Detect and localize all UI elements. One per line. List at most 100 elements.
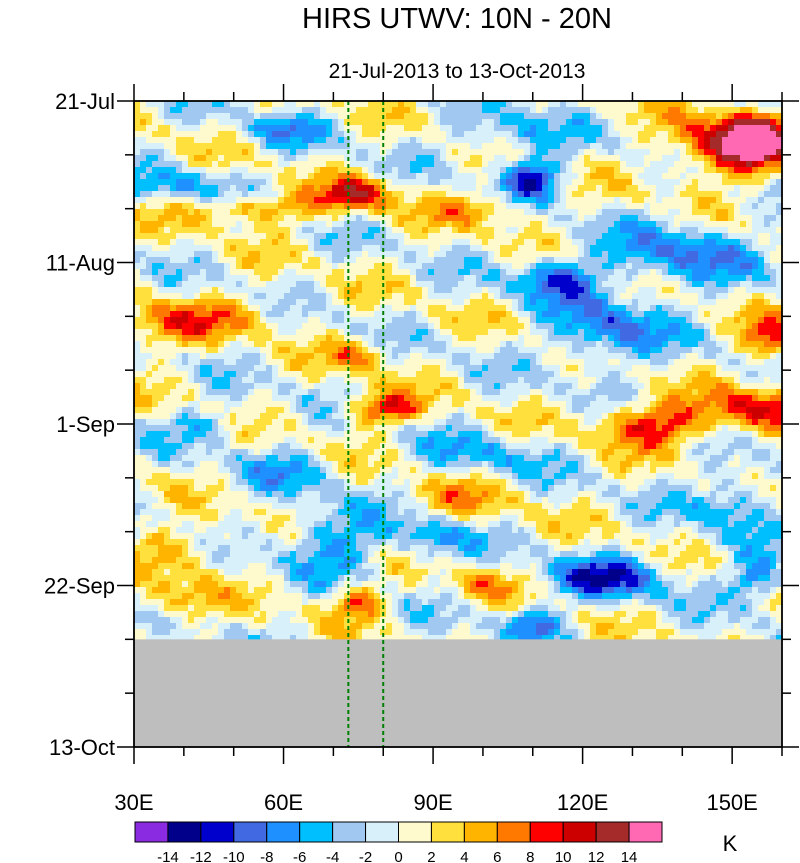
- field-cell: [386, 101, 393, 108]
- field-cell: [224, 425, 231, 432]
- field-cell: [290, 227, 297, 234]
- field-cell: [164, 371, 171, 378]
- field-cell: [272, 263, 279, 270]
- field-cell: [332, 347, 339, 354]
- field-cell: [374, 407, 381, 414]
- field-cell: [152, 581, 159, 588]
- field-cell: [146, 137, 153, 144]
- field-cell: [230, 563, 237, 570]
- field-cell: [260, 611, 267, 618]
- field-cell: [416, 557, 423, 564]
- field-cell: [392, 485, 399, 492]
- field-cell: [368, 197, 375, 204]
- field-cell: [260, 365, 267, 372]
- field-cell: [272, 203, 279, 210]
- field-cell: [260, 191, 267, 198]
- field-cell: [230, 533, 237, 540]
- field-cell: [170, 455, 177, 462]
- field-cell: [194, 269, 201, 276]
- field-cell: [386, 419, 393, 426]
- field-cell: [320, 263, 327, 270]
- field-cell: [146, 533, 153, 540]
- field-cell: [254, 431, 261, 438]
- field-cell: [338, 407, 345, 414]
- field-cell: [458, 341, 465, 348]
- field-cell: [392, 617, 399, 624]
- field-cell: [332, 449, 339, 456]
- field-cell: [158, 449, 165, 456]
- field-cell: [176, 131, 183, 138]
- field-cell: [176, 503, 183, 510]
- field-cell: [422, 497, 429, 504]
- field-cell: [302, 419, 309, 426]
- field-cell: [236, 119, 243, 126]
- field-cell: [398, 533, 405, 540]
- field-cell: [236, 197, 243, 204]
- field-cell: [344, 563, 351, 570]
- field-cell: [296, 299, 303, 306]
- field-cell: [344, 353, 351, 360]
- field-cell: [380, 209, 387, 216]
- field-cell: [236, 569, 243, 576]
- field-cell: [296, 533, 303, 540]
- field-cell: [266, 125, 273, 132]
- field-cell: [308, 269, 315, 276]
- field-cell: [422, 395, 429, 402]
- field-cell: [422, 443, 429, 450]
- field-cell: [326, 305, 333, 312]
- field-cell: [278, 119, 285, 126]
- field-cell: [260, 353, 267, 360]
- field-cell: [212, 239, 219, 246]
- field-cell: [464, 299, 471, 306]
- field-cell: [218, 407, 225, 414]
- field-cell: [422, 179, 429, 186]
- field-cell: [302, 611, 309, 618]
- field-cell: [254, 101, 261, 108]
- field-cell: [284, 533, 291, 540]
- field-cell: [368, 515, 375, 522]
- field-cell: [338, 569, 345, 576]
- field-cell: [410, 593, 417, 600]
- field-cell: [440, 317, 447, 324]
- field-cell: [158, 539, 165, 546]
- field-cell: [446, 305, 453, 312]
- field-cell: [236, 563, 243, 570]
- field-cell: [458, 347, 465, 354]
- field-cell: [446, 125, 453, 132]
- field-cell: [458, 617, 465, 624]
- field-cell: [428, 545, 435, 552]
- field-cell: [242, 443, 249, 450]
- field-cell: [212, 371, 219, 378]
- field-cell: [458, 305, 465, 312]
- field-cell: [374, 431, 381, 438]
- field-cell: [230, 581, 237, 588]
- field-cell: [362, 269, 369, 276]
- field-cell: [164, 533, 171, 540]
- field-cell: [248, 635, 255, 642]
- field-cell: [284, 209, 291, 216]
- field-cell: [254, 587, 261, 594]
- field-cell: [248, 473, 255, 480]
- field-cell: [308, 191, 315, 198]
- field-cell: [398, 257, 405, 264]
- field-cell: [422, 239, 429, 246]
- field-cell: [266, 275, 273, 282]
- field-cell: [410, 485, 417, 492]
- field-cell: [362, 617, 369, 624]
- field-cell: [344, 515, 351, 522]
- field-cell: [320, 143, 327, 150]
- field-cell: [428, 407, 435, 414]
- field-cell: [398, 443, 405, 450]
- field-cell: [404, 587, 411, 594]
- field-cell: [200, 263, 207, 270]
- field-cell: [158, 221, 165, 228]
- field-cell: [134, 113, 141, 120]
- field-cell: [278, 419, 285, 426]
- field-cell: [428, 581, 435, 588]
- field-cell: [176, 395, 183, 402]
- field-cell: [308, 497, 315, 504]
- field-cell: [422, 539, 429, 546]
- field-cell: [416, 191, 423, 198]
- field-cell: [266, 143, 273, 150]
- field-cell: [206, 119, 213, 126]
